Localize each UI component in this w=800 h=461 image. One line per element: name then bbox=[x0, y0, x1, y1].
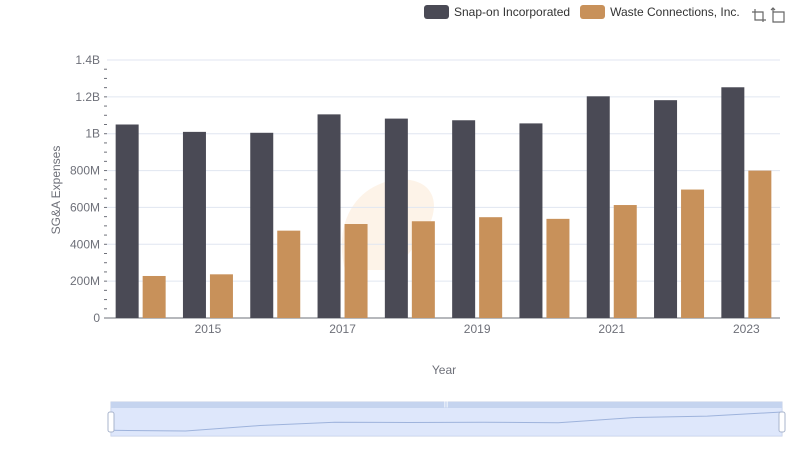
x-axis-title: Year bbox=[432, 363, 456, 377]
y-tick-label: 1.4B bbox=[75, 53, 100, 67]
y-tick-label: 400M bbox=[70, 237, 100, 251]
bar-waste-connections[interactable] bbox=[142, 275, 166, 318]
restore-icon[interactable] bbox=[769, 6, 787, 24]
data-zoom-slider[interactable]: ||| bbox=[107, 401, 786, 437]
bar-waste-connections[interactable] bbox=[411, 221, 435, 318]
bars bbox=[115, 87, 772, 319]
bar-waste-connections[interactable] bbox=[681, 189, 705, 318]
bar-snap-on[interactable] bbox=[519, 123, 543, 318]
x-tick-label: 2021 bbox=[598, 322, 625, 336]
x-tick-label: 2023 bbox=[733, 322, 760, 336]
bar-waste-connections[interactable] bbox=[546, 218, 570, 318]
x-tick-label: 2017 bbox=[329, 322, 356, 336]
bar-snap-on[interactable] bbox=[115, 124, 139, 319]
legend-swatch-snap-on bbox=[424, 5, 449, 19]
x-tick-label: 2019 bbox=[464, 322, 491, 336]
y-tick-label: 1B bbox=[85, 127, 100, 141]
bar-snap-on[interactable] bbox=[182, 131, 206, 318]
slider-top-bar[interactable] bbox=[111, 402, 782, 408]
zoom-icon[interactable] bbox=[749, 6, 767, 24]
bar-waste-connections[interactable] bbox=[613, 205, 637, 318]
y-tick-label: 0 bbox=[93, 311, 100, 325]
y-tick-label: 800M bbox=[70, 164, 100, 178]
bar-snap-on[interactable] bbox=[654, 100, 678, 318]
bar-snap-on[interactable] bbox=[586, 96, 610, 318]
y-tick-label: 1.2B bbox=[75, 90, 100, 104]
legend-label-waste-connections: Waste Connections, Inc. bbox=[610, 5, 740, 19]
bar-snap-on[interactable] bbox=[721, 87, 745, 318]
legend: Snap-on Incorporated Waste Connections, … bbox=[424, 3, 750, 21]
bar-snap-on[interactable] bbox=[250, 132, 274, 318]
slider-grip-icon[interactable]: ||| bbox=[444, 402, 449, 408]
legend-item-snap-on[interactable]: Snap-on Incorporated bbox=[424, 5, 570, 19]
legend-item-waste-connections[interactable]: Waste Connections, Inc. bbox=[580, 5, 740, 19]
x-tick-label: 2015 bbox=[195, 322, 222, 336]
x-axis: 2015 2017 2019 2021 2023 bbox=[107, 317, 780, 336]
bar-snap-on[interactable] bbox=[384, 118, 408, 318]
slider-preview-line bbox=[110, 411, 783, 432]
bar-waste-connections[interactable] bbox=[344, 224, 368, 318]
toolbar bbox=[747, 6, 787, 24]
bar-waste-connections[interactable] bbox=[748, 170, 772, 318]
y-tick-label: 200M bbox=[70, 274, 100, 288]
y-axis: 0 200M 400M 600M 800M 1B 1.2B 1.4B bbox=[70, 53, 107, 325]
y-axis-title: SG&A Expenses bbox=[49, 146, 63, 235]
bar-waste-connections[interactable] bbox=[277, 230, 301, 318]
bar-snap-on[interactable] bbox=[452, 120, 476, 318]
grid bbox=[107, 59, 780, 319]
bar-snap-on[interactable] bbox=[317, 114, 341, 318]
slider-left-handle[interactable] bbox=[107, 411, 115, 433]
bar-waste-connections[interactable] bbox=[209, 274, 233, 318]
y-tick-label: 600M bbox=[70, 200, 100, 214]
slider-right-handle[interactable] bbox=[778, 411, 786, 433]
legend-swatch-waste-connections bbox=[580, 5, 606, 19]
legend-label-snap-on: Snap-on Incorporated bbox=[454, 5, 571, 19]
bar-waste-connections[interactable] bbox=[479, 217, 503, 318]
